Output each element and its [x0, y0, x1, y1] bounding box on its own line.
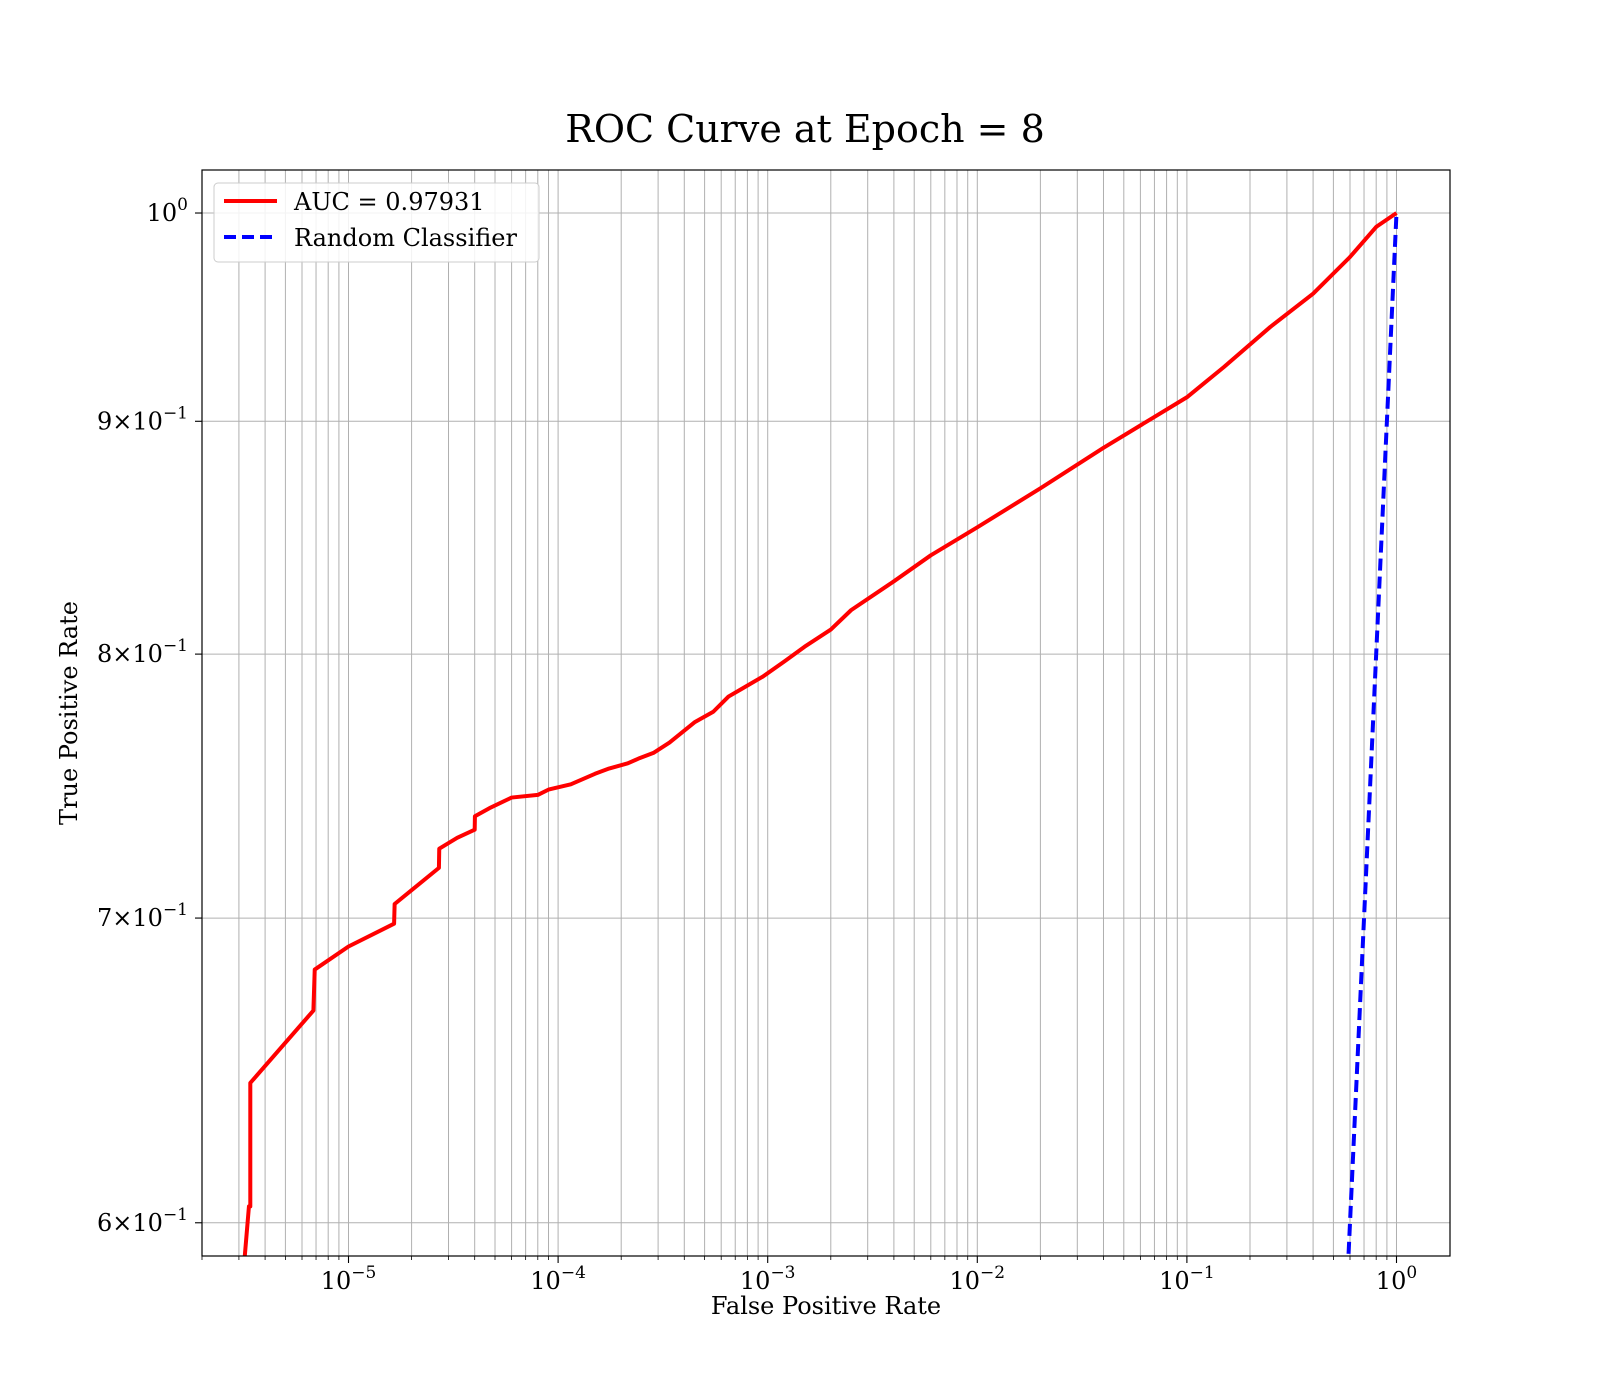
- y-axis-label: True Positive Rate: [55, 601, 83, 825]
- x-tick-label: 10−4: [530, 1263, 586, 1295]
- plot-frame: [201, 169, 1451, 1257]
- y-tick-label: 6×10−1: [97, 1205, 188, 1237]
- x-tick-label: 100: [1376, 1263, 1417, 1295]
- x-tick-label: 10−3: [740, 1263, 796, 1295]
- chart-title: ROC Curve at Epoch = 8: [565, 107, 1045, 151]
- x-tick-labels: 10−5 10−4 10−3 10−2 10−1 100: [321, 1263, 1417, 1295]
- x-tick-label: 10−1: [1159, 1263, 1215, 1295]
- x-tick-label: 10−5: [321, 1263, 377, 1295]
- legend: AUC = 0.97931 Random Classifier: [213, 182, 540, 263]
- grid: [201, 170, 1450, 1256]
- x-tick-label: 10−2: [949, 1263, 1005, 1295]
- y-tick-label: 9×10−1: [97, 403, 188, 435]
- y-tick-label: 7×10−1: [97, 900, 188, 932]
- x-axis-label: False Positive Rate: [711, 1292, 941, 1320]
- y-tick-label: 100: [147, 195, 188, 227]
- legend-box: [213, 182, 540, 263]
- series-line-auc: [242, 211, 1398, 1256]
- series-line-random: [1346, 212, 1399, 1256]
- y-tick-labels: 100 9×10−1 8×10−1 7×10−1 6×10−1: [97, 195, 188, 1237]
- legend-label-random: Random Classifier: [294, 224, 517, 252]
- ticks: [195, 212, 1398, 1263]
- series-layer: [242, 211, 1399, 1256]
- y-tick-label: 8×10−1: [97, 636, 188, 668]
- legend-label-auc: AUC = 0.97931: [293, 188, 485, 216]
